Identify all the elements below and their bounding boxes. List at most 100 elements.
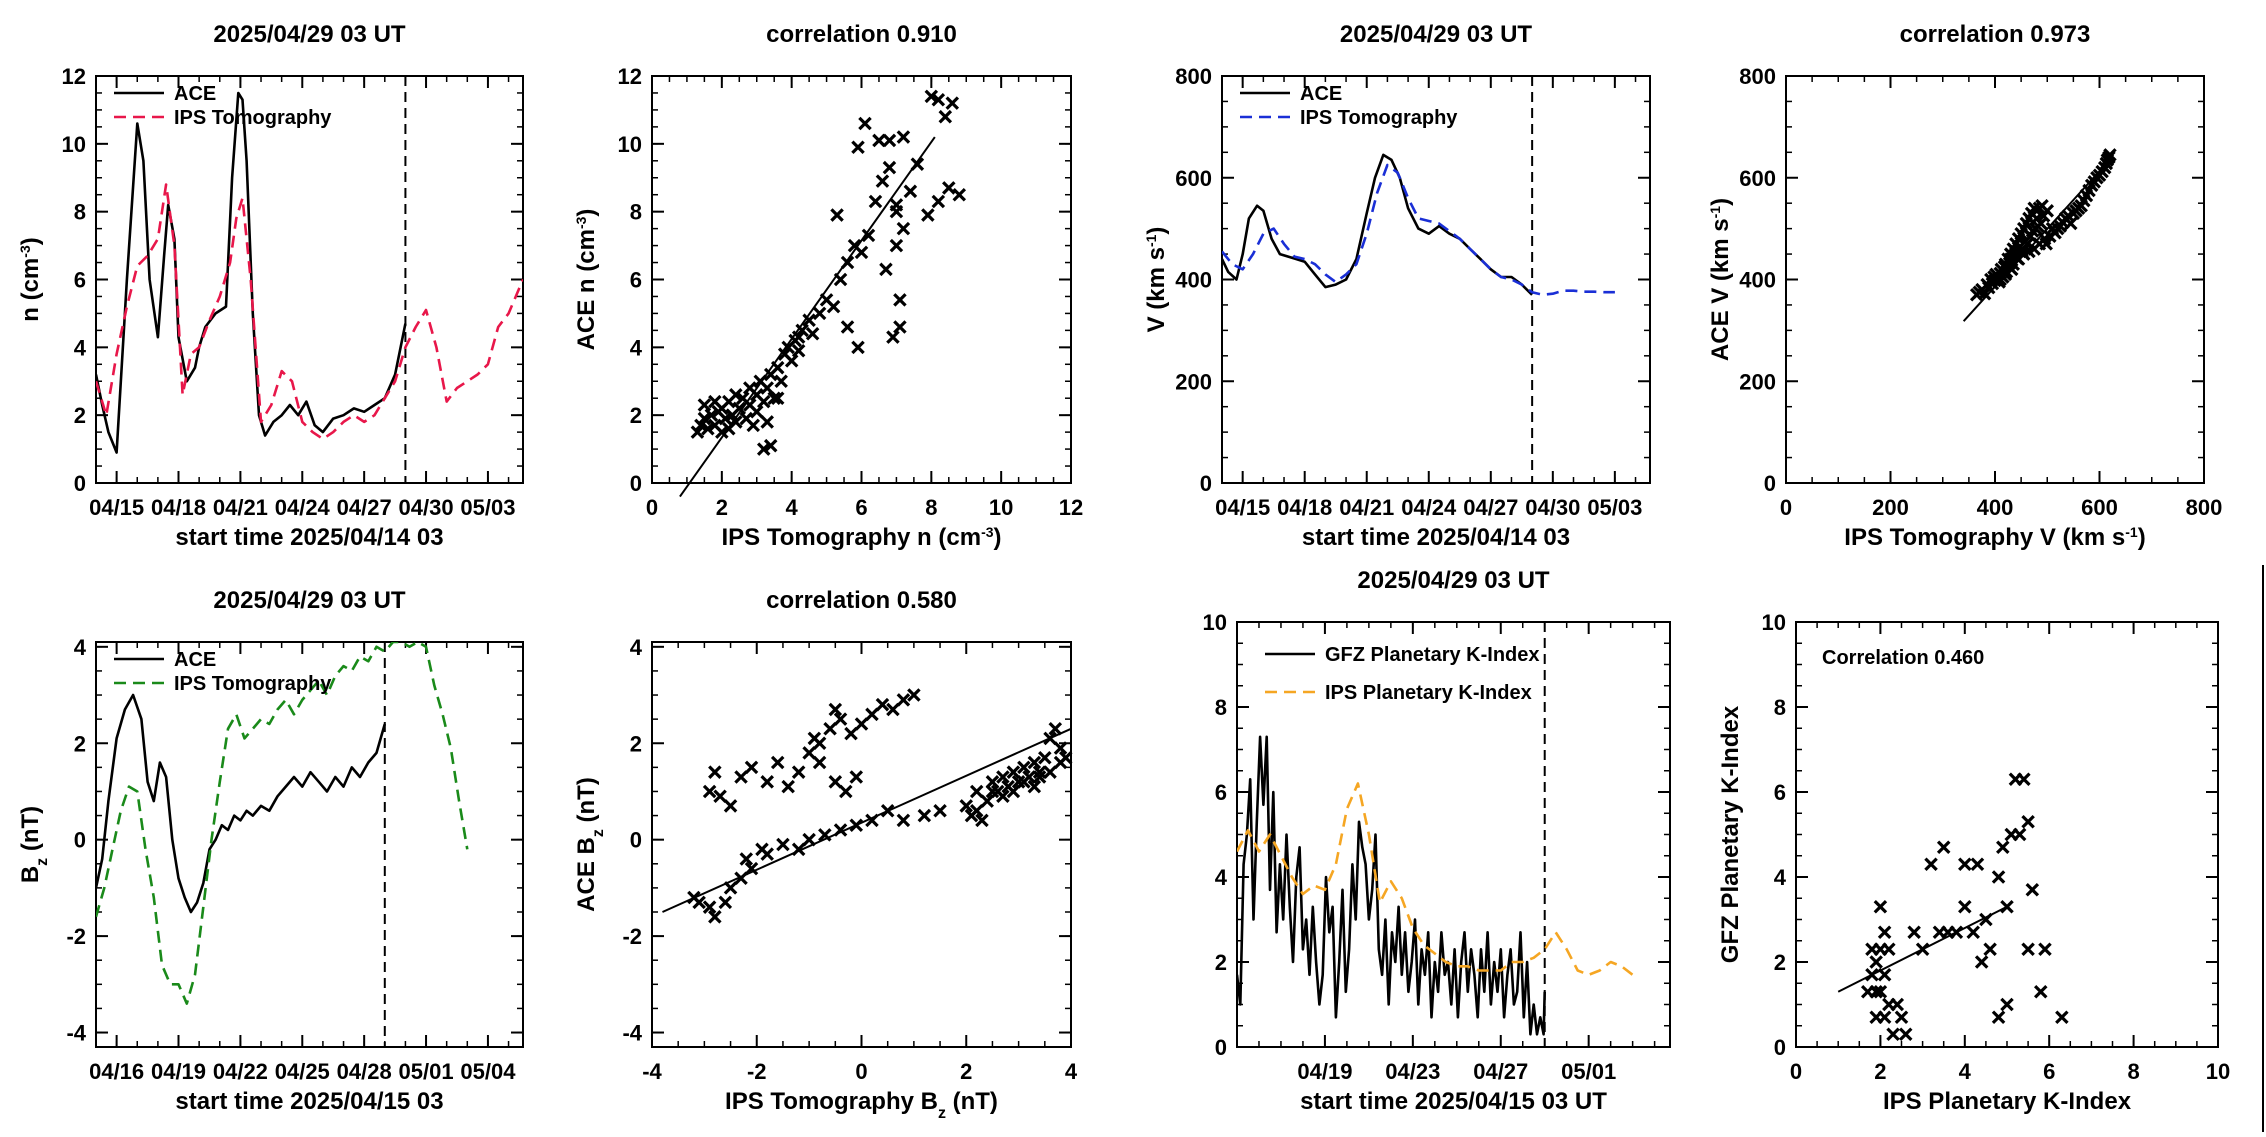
p3-ytick-label: 400	[1175, 268, 1212, 293]
p2-point	[952, 187, 967, 202]
p5-ytick-label: -4	[66, 1021, 86, 1046]
p6-plot-frame	[651, 641, 1072, 1048]
p2-point	[697, 411, 712, 426]
p2-xtick-label: 4	[786, 495, 799, 520]
p8-point	[2008, 772, 2023, 787]
p6-point	[865, 707, 879, 722]
p1-legend-label: ACE	[174, 83, 216, 105]
p5-series-primary-line	[96, 693, 387, 914]
p3-title: 2025/04/29 03 UT	[1340, 21, 1532, 48]
p2-ytick-label: 8	[630, 200, 642, 225]
p3-ytick-label: 800	[1175, 64, 1212, 89]
p4-title: correlation 0.973	[1900, 21, 2091, 48]
p5-ytick-label: 2	[74, 731, 86, 756]
p6-point	[1048, 722, 1063, 736]
p8-panel: 0 2 4 6 8 10 0 2 4 6 8 10 Correlation 0.460 IPS Plane…	[1717, 610, 2230, 1115]
p6-point	[844, 726, 858, 741]
p3-series-primary-line	[1222, 153, 1534, 296]
p2-point	[749, 405, 764, 419]
p6-panel: correlation 0.580 -4 -2 0 2 4 -4 -2 0 2 4 IPS Tomog…	[573, 587, 1078, 1122]
p2-point	[872, 133, 886, 148]
p7-panel: 2025/04/29 03 UT 0 2 4 6 8 10 04/19 04/23 04/27 05…	[1203, 567, 1671, 1115]
p2-point	[903, 184, 918, 199]
p1-ytick-label: 6	[74, 268, 86, 293]
p2-point	[774, 374, 788, 389]
p5-series-secondary-line	[96, 642, 469, 1005]
p2-panel: correlation 0.910 0 2 4 6 8 10 12 0 2 4 6 8 10 12 IPS T…	[573, 21, 1083, 551]
p6-point	[1027, 779, 1042, 794]
p5-ytick-label: 4	[74, 635, 87, 660]
p1-ylabel: n (cm-3)	[17, 237, 44, 321]
p6-point	[849, 818, 864, 832]
p1-plot-frame	[95, 75, 524, 484]
p8-point	[1941, 925, 1955, 940]
p1-series-group	[96, 91, 523, 454]
p2-point	[690, 425, 705, 439]
p8-point	[1877, 1010, 1892, 1025]
p1-ytick-label: 0	[74, 471, 86, 496]
p3-xtick-label: 05/03	[1587, 495, 1642, 520]
p4-point	[2032, 237, 2047, 251]
p8-xtick-label: 6	[2043, 1059, 2055, 1084]
p4-ylabel: ACE V (km s-1)	[1707, 198, 1734, 361]
p8-point	[1936, 840, 1951, 855]
p5-xtick-label: 05/01	[399, 1059, 454, 1084]
p7-xtick-label: 05/01	[1561, 1059, 1616, 1084]
p6-point	[760, 775, 774, 789]
p6-point	[886, 702, 900, 717]
p2-point	[756, 394, 771, 409]
p6-point	[807, 731, 822, 746]
p4-point	[2009, 244, 2023, 259]
p6-point	[1043, 731, 1057, 746]
p8-point	[1894, 1010, 1909, 1025]
p5-series-group	[96, 642, 469, 1005]
p8-point	[1860, 984, 1875, 999]
p7-xtick-label: 04/23	[1385, 1059, 1440, 1084]
p8-point	[1873, 899, 1888, 914]
p2-point	[760, 415, 774, 429]
p5-legend-label: IPS Tomography	[174, 673, 332, 695]
p6-point	[723, 799, 738, 813]
p8-ytick-label: 10	[1762, 610, 1786, 635]
p6-point	[907, 688, 921, 702]
p2-point	[826, 299, 841, 314]
p8-point	[1970, 857, 1985, 872]
p3-ytick-label: 600	[1175, 166, 1212, 191]
p6-point	[708, 765, 722, 779]
p8-point	[1924, 857, 1938, 872]
p6-point	[1043, 765, 1057, 779]
p5-ylabel: Bz (nT)	[17, 806, 51, 883]
p5-ytick-label: 0	[74, 828, 86, 853]
p3-series-group	[1222, 153, 1615, 297]
p8-point	[2038, 942, 2052, 957]
p6-point	[723, 881, 738, 895]
p1-xtick-label: 04/15	[89, 495, 144, 520]
p8-point	[2021, 942, 2035, 957]
p3-xtick-label: 04/30	[1525, 495, 1580, 520]
p7-legend-label: IPS Planetary K-Index	[1325, 682, 1532, 704]
p8-xtick-label: 10	[2206, 1059, 2230, 1084]
p6-point	[1006, 765, 1021, 779]
p6-point	[839, 784, 853, 799]
p4-point	[2040, 204, 2055, 218]
p3-xtick-label: 04/15	[1215, 495, 1270, 520]
p6-point	[718, 895, 733, 910]
p8-point	[1932, 925, 1947, 940]
p7-xtick-label: 04/27	[1473, 1059, 1528, 1084]
p2-point	[938, 109, 953, 124]
p6-xtick-label: 2	[960, 1059, 972, 1084]
p4-ytick-label: 600	[1739, 166, 1776, 191]
p6-point	[933, 803, 947, 818]
p2-point	[854, 245, 869, 260]
p6-point	[708, 910, 722, 924]
p1-ytick-label: 10	[62, 132, 86, 157]
p8-point	[1974, 955, 1989, 969]
p6-point	[875, 697, 890, 712]
p6-point	[755, 842, 769, 857]
p4-ytick-label: 0	[1764, 471, 1776, 496]
p2-point	[760, 381, 774, 395]
p4-ytick-label: 200	[1739, 369, 1776, 394]
p8-point	[1890, 997, 1905, 1012]
p8-xtick-label: 0	[1790, 1059, 1802, 1084]
p2-point	[889, 238, 904, 253]
